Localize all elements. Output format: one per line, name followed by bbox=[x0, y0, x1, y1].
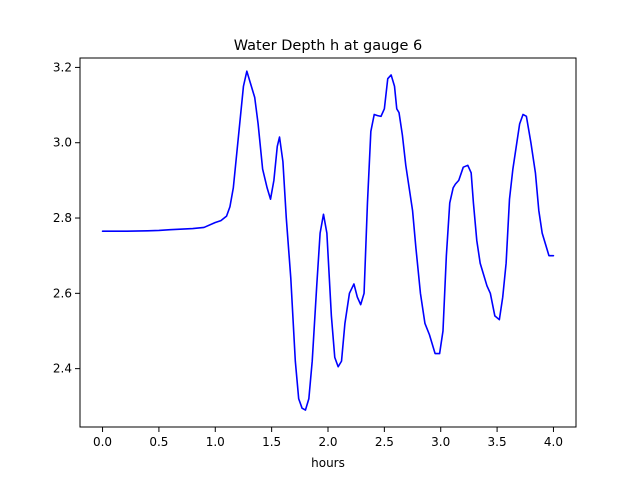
x-tick-label: 1.0 bbox=[206, 435, 225, 449]
x-axis-ticks: 0.0 0.5 1.0 1.5 2.0 2.5 3.0 3.5 4.0 bbox=[93, 427, 563, 449]
x-tick-label: 3.5 bbox=[488, 435, 507, 449]
chart-title: Water Depth h at gauge 6 bbox=[234, 38, 422, 54]
x-axis-label: hours bbox=[311, 456, 345, 470]
x-tick-label: 0.0 bbox=[93, 435, 112, 449]
y-tick-label: 2.6 bbox=[53, 286, 72, 300]
y-tick-label: 3.2 bbox=[53, 60, 72, 74]
x-tick-label: 2.0 bbox=[318, 435, 337, 449]
x-tick-label: 1.5 bbox=[262, 435, 281, 449]
x-tick-label: 0.5 bbox=[149, 435, 168, 449]
y-tick-label: 3.0 bbox=[53, 136, 72, 150]
y-tick-label: 2.4 bbox=[53, 362, 72, 376]
x-tick-label: 2.5 bbox=[375, 435, 394, 449]
series-line-gauge-6 bbox=[101, 70, 555, 411]
x-tick-label: 3.0 bbox=[431, 435, 450, 449]
x-tick-label: 4.0 bbox=[544, 435, 563, 449]
y-axis-ticks: 2.4 2.6 2.8 3.0 3.2 bbox=[53, 60, 80, 376]
plot-area bbox=[101, 70, 555, 411]
y-tick-label: 2.8 bbox=[53, 211, 72, 225]
